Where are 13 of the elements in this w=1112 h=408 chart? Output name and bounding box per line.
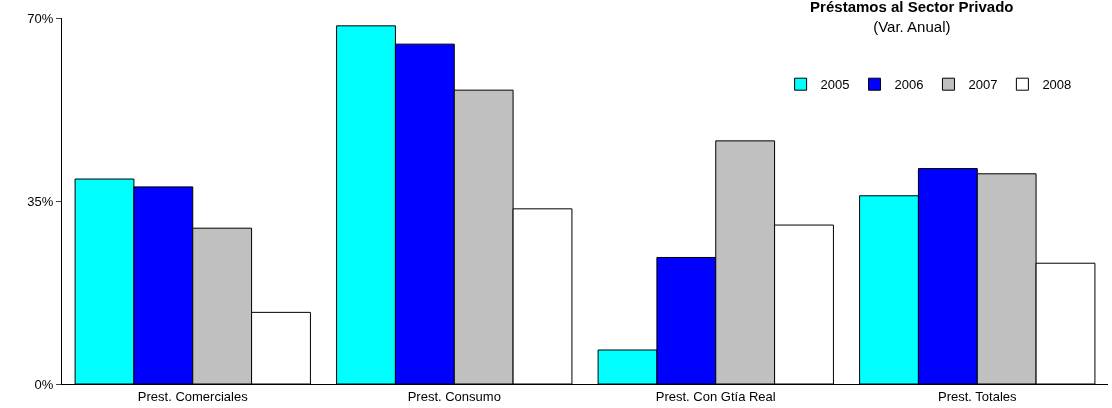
chart-title: Préstamos al Sector Privado [810,0,1014,16]
legend-label: 2005 [820,77,850,93]
y-tick-label: 0% [34,376,54,392]
legend-label: 2007 [968,77,998,93]
legend-label: 2006 [894,77,924,93]
x-tick-label: Prest. Con Gtía Real [655,388,776,404]
chart-subtitle: (Var. Anual) [873,17,951,35]
y-tick-label: 70% [27,10,54,26]
legend-label: 2008 [1042,77,1072,93]
x-tick-label: Prest. Consumo [407,388,501,404]
y-tick-label: 35% [27,193,54,209]
x-tick-label: Prest. Comerciales [137,388,249,404]
x-tick-label: Prest. Totales [937,388,1017,404]
